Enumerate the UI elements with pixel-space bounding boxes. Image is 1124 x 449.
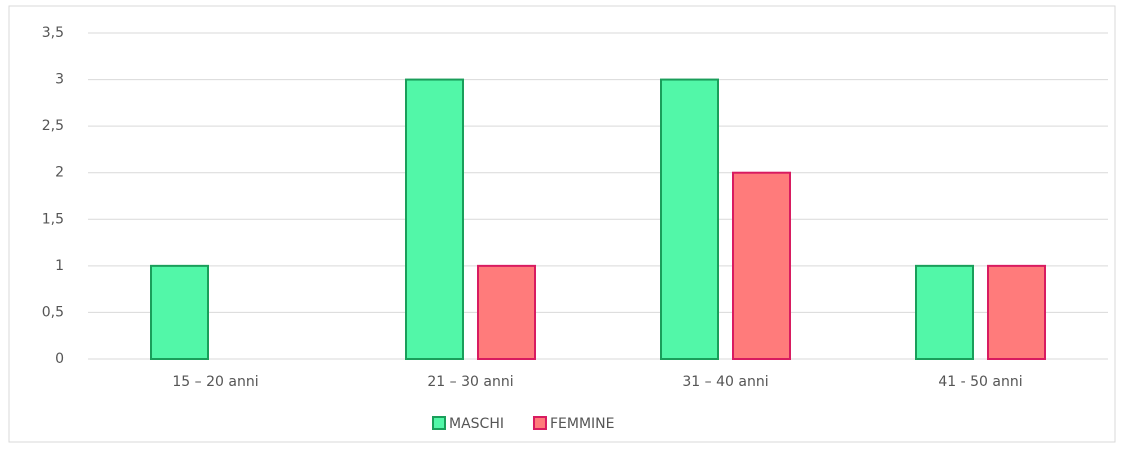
legend-swatch	[432, 416, 446, 430]
legend-label: MASCHI	[449, 416, 504, 432]
bar	[987, 264, 1046, 361]
bar	[150, 264, 209, 361]
legend-label: FEMMINE	[550, 416, 615, 432]
x-tick-label: 21 – 30 anni	[427, 374, 513, 390]
x-tick-label: 31 – 40 anni	[682, 374, 768, 390]
y-tick-label: 3	[55, 72, 64, 88]
y-tick-label: 2,5	[42, 118, 64, 134]
chart-frame	[8, 5, 1116, 443]
bar	[477, 264, 536, 361]
y-tick-label: 1,5	[42, 211, 64, 227]
bar	[732, 171, 791, 360]
y-tick-label: 0,5	[42, 304, 64, 320]
x-tick-label: 15 – 20 anni	[172, 374, 258, 390]
bar	[405, 78, 464, 360]
y-tick-label: 0	[55, 351, 64, 367]
y-tick-label: 3,5	[42, 25, 64, 41]
bar	[915, 264, 974, 361]
legend-swatch	[532, 416, 547, 430]
y-tick-label: 2	[55, 165, 64, 181]
y-tick-label: 1	[55, 258, 64, 274]
bar	[660, 78, 719, 360]
x-tick-label: 41 - 50 anni	[938, 374, 1022, 390]
